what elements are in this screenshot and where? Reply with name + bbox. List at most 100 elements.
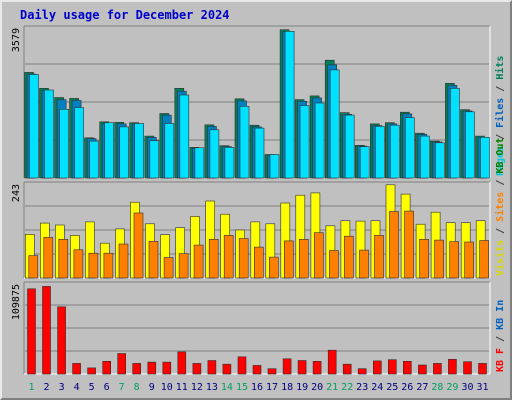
bar-kb-f-day-8 [132,363,141,375]
bar-pages-day-8 [134,123,144,179]
bar-kb-f-day-1 [27,288,36,375]
bar-pages-day-22 [344,114,355,179]
bar-pages-day-1 [29,74,39,179]
panel-0-max-label: 3579 [11,28,22,52]
x-tick-label-day-10: 10 [161,382,173,393]
bar-pages-day-16 [254,127,265,179]
bar-sites-day-22 [344,235,354,279]
bar-kb-f-day-10 [162,361,172,375]
bar-pages-day-13 [209,129,220,179]
bar-kb-f-day-26 [402,360,412,375]
x-tick-label-day-20: 20 [311,382,323,393]
bar-sites-day-9 [148,241,159,279]
bar-pages-day-11 [179,94,190,179]
bar-kb-f-day-3 [57,306,66,375]
bar-pages-day-7 [119,126,129,179]
bar-sites-day-14 [223,235,234,279]
legend-entry: Visits [494,240,506,276]
bar-sites-day-21 [329,250,339,279]
legend-entry: / [495,128,506,146]
x-tick-label-day-28: 28 [431,382,443,393]
bar-pages-day-31 [480,137,490,179]
bar-pages-day-19 [299,105,310,179]
panel-2-legend: KB F / KB In [495,300,506,372]
bar-kb-f-day-28 [433,363,442,375]
bar-sites-day-5 [88,252,99,279]
bar-kb-f-day-14 [222,363,232,375]
bar-sites-day-12 [193,244,204,279]
bar-kb-f-day-27 [418,364,427,375]
bar-kb-f-day-7 [117,353,126,375]
bar-sites-day-23 [359,249,369,279]
x-tick-label-day-17: 17 [266,382,278,393]
x-tick-label-day-15: 15 [236,382,248,393]
bar-pages-day-24 [374,126,385,179]
bar-pages-day-14 [224,147,235,179]
x-tick-label-day-8: 8 [134,382,140,393]
bar-sites-day-1 [28,255,39,279]
legend-entry: / [495,330,506,348]
bar-pages-day-2 [44,89,54,179]
bar-pages-day-9 [149,140,160,179]
panel-1-legend: Visits / Sites / KB Out [494,138,506,276]
x-tick-label-day-21: 21 [326,382,338,393]
bar-kb-f-day-16 [252,365,262,375]
x-tick-label-day-24: 24 [371,382,383,393]
bar-pages-day-18 [284,30,295,179]
bar-pages-day-29 [450,88,460,179]
legend-entry: / [495,174,506,192]
bar-pages-day-4 [74,107,84,179]
bar-sites-day-6 [103,252,114,279]
x-tick-label-day-18: 18 [281,382,293,393]
x-tick-label-day-25: 25 [386,382,398,393]
bar-sites-day-19 [298,239,309,279]
bar-kb-f-day-24 [372,360,382,375]
legend-entry: / [495,222,506,240]
bar-kb-f-day-11 [177,351,187,375]
bar-pages-day-17 [269,154,280,179]
bar-pages-day-3 [59,109,69,179]
bar-sites-day-13 [208,239,219,279]
bar-sites-day-4 [73,249,84,279]
bar-sites-day-10 [163,257,174,279]
bar-sites-day-3 [58,239,69,279]
bar-pages-day-26 [404,117,415,179]
x-tick-label-day-14: 14 [221,382,233,393]
x-tick-label-day-19: 19 [296,382,308,393]
bar-kb-f-day-13 [207,360,217,375]
panel-1-max-label: 243 [11,184,22,202]
x-tick-label-day-5: 5 [89,382,95,393]
bar-pages-day-23 [359,146,370,179]
bar-sites-day-31 [479,240,490,279]
bar-pages-day-12 [194,147,205,179]
chart-title: Daily usage for December 2024 [20,8,230,22]
x-tick-label-day-2: 2 [43,382,49,393]
bar-sites-day-17 [268,256,279,279]
bar-pages-day-30 [465,111,475,179]
bar-sites-day-11 [178,253,189,279]
x-tick-label-day-16: 16 [251,382,263,393]
bar-sites-day-2 [43,237,54,279]
bar-kb-f-day-2 [42,286,51,375]
bar-sites-day-15 [238,238,249,279]
bar-pages-day-15 [239,106,250,179]
bar-sites-day-20 [314,232,324,279]
bar-kb-f-day-6 [102,360,111,375]
x-tick-label-day-27: 27 [416,382,428,393]
x-tick-label-day-22: 22 [341,382,353,393]
x-tick-label-day-12: 12 [191,382,203,393]
bar-pages-day-25 [389,124,400,179]
bar-pages-day-21 [329,69,340,179]
bar-pages-day-27 [420,135,430,179]
bar-pages-day-6 [104,122,114,179]
panel-2-max-label: 109875 [11,284,22,320]
legend-entry: KB In [495,300,506,330]
bar-sites-day-27 [419,239,429,279]
bar-sites-day-29 [449,241,460,279]
bar-sites-day-25 [389,211,399,279]
bar-sites-day-18 [283,240,294,279]
x-tick-label-day-13: 13 [206,382,218,393]
bar-pages-day-5 [89,140,99,179]
